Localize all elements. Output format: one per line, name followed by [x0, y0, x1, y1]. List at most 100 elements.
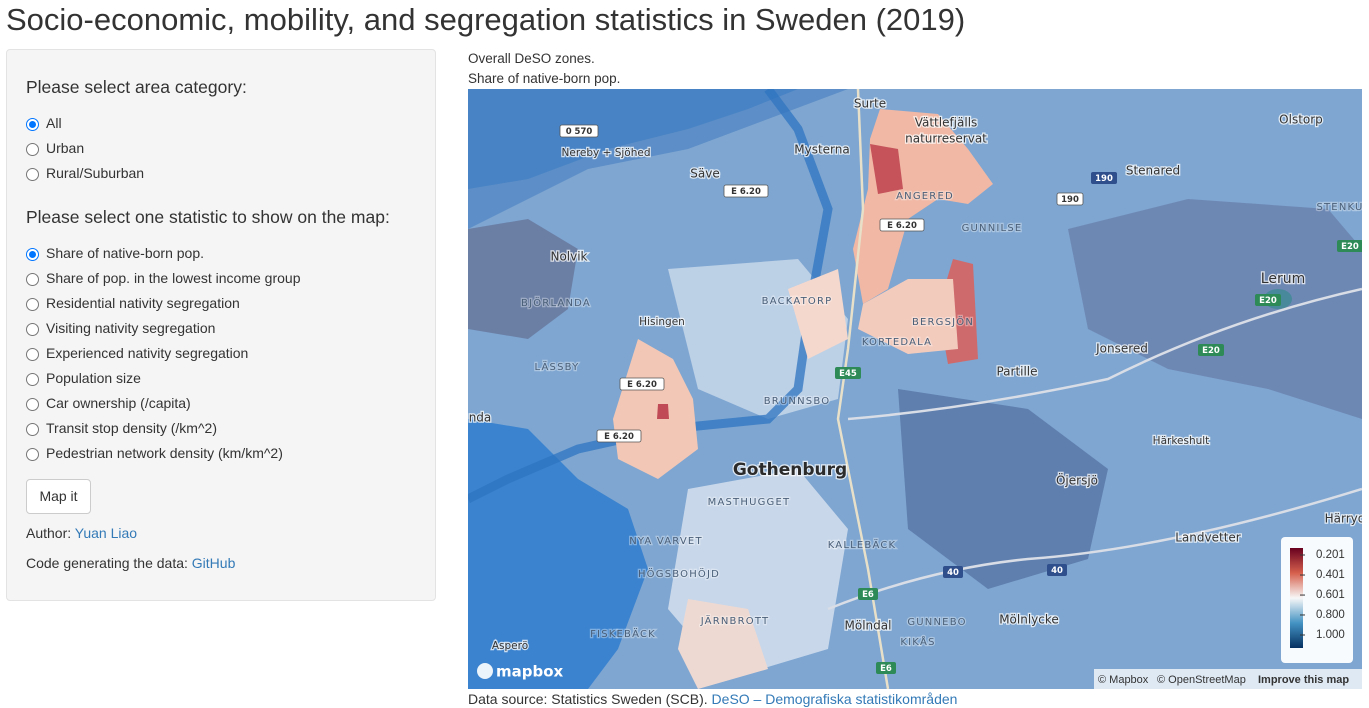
place-label: FISKEBÄCK: [590, 627, 656, 640]
place-label: GUNNILSE: [962, 223, 1023, 234]
road-label: E 6.20: [887, 221, 917, 231]
radio-label[interactable]: Share of pop. in the lowest income group: [46, 270, 301, 286]
road-shield: [943, 566, 963, 578]
legend-tick-label: 0.401: [1316, 569, 1345, 581]
map-zone: [788, 269, 848, 359]
radio-label[interactable]: Share of native-born pop.: [46, 245, 204, 261]
radio-button[interactable]: [26, 398, 39, 411]
road-shield: [876, 662, 896, 674]
attribution[interactable]: Improve this map: [1258, 674, 1349, 686]
radio-label[interactable]: Residential nativity segregation: [46, 295, 240, 311]
map[interactable]: Surte Vättlefjälls naturreservat Mysterna Sä…: [468, 89, 1362, 689]
mapbox-logo: mapbox: [477, 663, 564, 681]
radio-label[interactable]: Pedestrian network density (km/km^2): [46, 445, 283, 461]
road-shield: [835, 367, 861, 379]
place-label: Landvetter: [1175, 531, 1241, 545]
radio-button[interactable]: [26, 298, 39, 311]
place-label: Mysterna: [794, 143, 849, 157]
place-label: KIKÅS: [900, 635, 935, 648]
radio-label[interactable]: Transit stop density (/km^2): [46, 420, 217, 436]
place-label: Öjersjö: [1056, 472, 1098, 488]
stat-label: Please select one statistic to show on t…: [26, 207, 390, 227]
place-label: nda: [469, 411, 492, 425]
radio-button[interactable]: [26, 423, 39, 436]
legend-tick-label: 0.601: [1316, 589, 1345, 601]
water: [468, 419, 648, 689]
place-labels: Surte Vättlefjälls naturreservat Mysterna Sä…: [468, 95, 1362, 653]
road-label: E 6.20: [627, 380, 657, 390]
place-label: KALLEBÄCK: [828, 538, 897, 551]
place-label: BERGSJÖN: [912, 315, 974, 328]
logo-icon: [477, 663, 493, 679]
radio-button[interactable]: [26, 448, 39, 461]
place-label: JÄRNBROTT: [700, 614, 770, 627]
attribution[interactable]: © Mapbox: [1098, 674, 1149, 686]
road-shield: [723, 184, 769, 198]
map-zone: [468, 219, 578, 339]
road-label: 190: [1061, 195, 1079, 205]
radio-button[interactable]: [26, 168, 39, 181]
radio-label[interactable]: Population size: [46, 370, 141, 386]
place-label: Härkeshult: [1153, 435, 1210, 447]
place-label: HÖGSBOHÖJD: [638, 567, 720, 580]
place-label: ANGERED: [896, 191, 954, 202]
author-link[interactable]: Yuan Liao: [74, 525, 138, 541]
deso-link[interactable]: DeSO – Demografiska statistikområden: [711, 691, 958, 707]
map-zone: [657, 404, 669, 419]
place-label: naturreservat: [905, 132, 987, 146]
radio-button[interactable]: [26, 348, 39, 361]
road-label: E 6.20: [604, 432, 634, 442]
map-it-button[interactable]: Map it: [26, 479, 91, 514]
road-label: 40: [1051, 566, 1063, 576]
map-caption: Share of native-born pop.: [468, 71, 621, 86]
code-line: Code generating the data: GitHub: [26, 555, 235, 571]
radio-button[interactable]: [26, 373, 39, 386]
place-label: Hisingen: [639, 316, 685, 328]
place-label: Surte: [854, 97, 886, 111]
radio-label[interactable]: Experienced nativity segregation: [46, 345, 249, 361]
radio-label[interactable]: All: [46, 115, 62, 131]
place-label: BACKATORP: [762, 296, 833, 307]
code-prefix: Code generating the data:: [26, 555, 188, 571]
place-label: Gothenburg: [733, 460, 847, 480]
map-zone: [613, 339, 698, 479]
road: [847, 287, 1362, 421]
road-label: 0 570: [566, 127, 593, 137]
road-shield: [1047, 564, 1067, 576]
radio-label[interactable]: Urban: [46, 140, 85, 156]
github-link[interactable]: GitHub: [191, 555, 236, 571]
road-shield: [559, 124, 599, 138]
footer-prefix: Data source: Statistics Sweden (SCB).: [468, 691, 708, 707]
radio-button[interactable]: [26, 248, 39, 261]
author-prefix: Author:: [26, 525, 72, 541]
map-zone: [678, 599, 768, 689]
road-shield: [1198, 344, 1224, 356]
radio-label[interactable]: Car ownership (/capita): [46, 395, 191, 411]
place-label: STENKU: [1316, 202, 1362, 213]
place-label: BJÖRLANDA: [521, 296, 591, 309]
radio-button[interactable]: [26, 273, 39, 286]
map-zone: [898, 389, 1108, 589]
radio-button[interactable]: [26, 323, 39, 336]
road-shield: [858, 588, 878, 600]
map-caption: Overall DeSO zones.: [468, 51, 595, 66]
place-label: Vättlefjälls: [915, 116, 978, 130]
place-label: KORTEDALA: [862, 337, 932, 348]
place-label: Partille: [996, 365, 1037, 379]
footer: Data source: Statistics Sweden (SCB). De…: [468, 691, 957, 707]
radio-button[interactable]: [26, 143, 39, 156]
river: [468, 89, 833, 504]
radio-button[interactable]: [26, 118, 39, 131]
attribution[interactable]: © OpenStreetMap: [1157, 674, 1246, 686]
colorbar: [1290, 548, 1303, 648]
road: [827, 487, 1362, 611]
radio-label[interactable]: Visiting nativity segregation: [46, 320, 216, 336]
place-label: Mölndal: [845, 619, 892, 633]
road-label: 40: [947, 568, 959, 578]
road-label: 190: [1095, 174, 1113, 184]
logo-text: mapbox: [496, 663, 564, 681]
radio-label[interactable]: Rural/Suburban: [46, 165, 145, 181]
road-shield: [596, 429, 642, 443]
legend-tick-label: 0.201: [1316, 549, 1345, 561]
road-shield: [879, 218, 925, 232]
